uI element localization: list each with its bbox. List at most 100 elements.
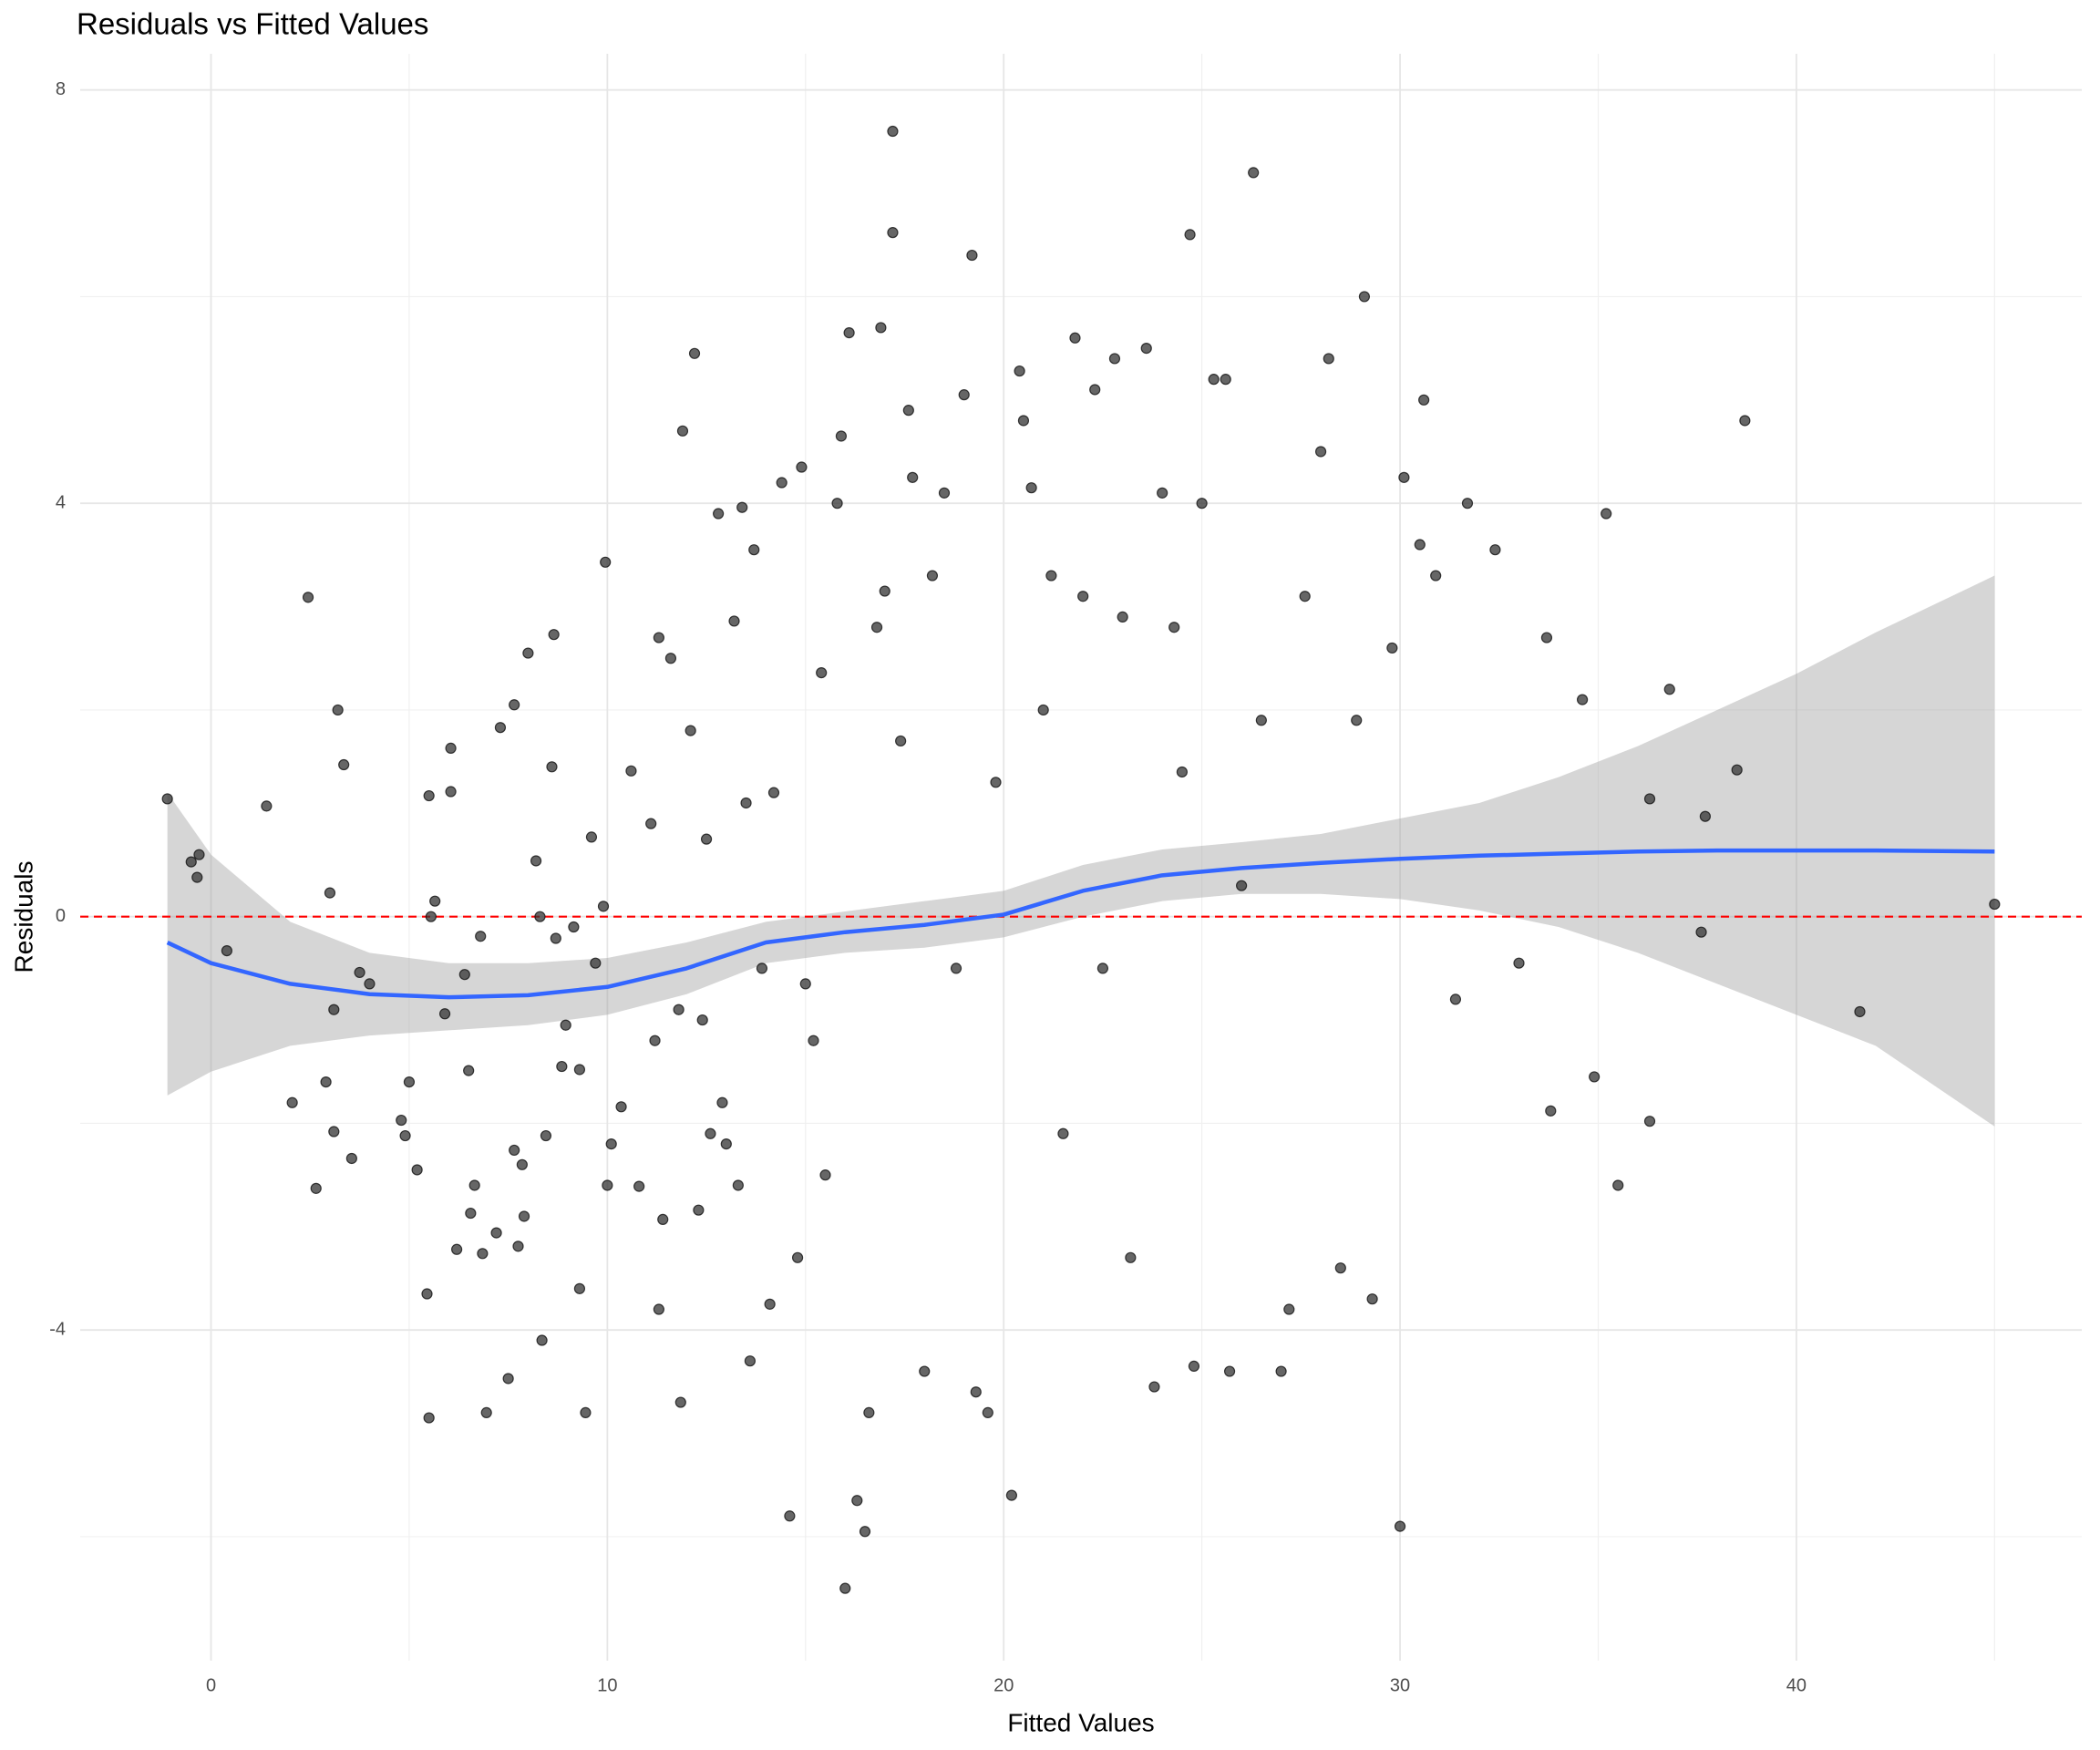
point xyxy=(328,1126,340,1138)
point xyxy=(445,786,457,798)
point xyxy=(982,1406,993,1418)
point xyxy=(1695,926,1707,938)
point xyxy=(512,1240,524,1252)
point xyxy=(796,461,808,473)
point xyxy=(1157,487,1168,499)
point xyxy=(728,615,740,627)
point xyxy=(831,498,843,510)
point xyxy=(1125,1251,1137,1263)
point xyxy=(465,1207,477,1220)
point xyxy=(568,921,580,933)
point xyxy=(859,1526,871,1538)
point xyxy=(748,544,760,556)
point xyxy=(870,622,883,633)
point xyxy=(919,1365,931,1377)
point xyxy=(480,1406,492,1418)
point xyxy=(1140,343,1152,355)
y-tick-label: 0 xyxy=(56,906,66,926)
point xyxy=(1576,694,1589,705)
point xyxy=(784,1510,796,1522)
point xyxy=(536,1334,548,1346)
point xyxy=(1989,898,2001,911)
point xyxy=(645,818,657,829)
point xyxy=(560,1019,571,1031)
point xyxy=(548,629,560,641)
point xyxy=(338,758,350,771)
point xyxy=(423,1412,435,1424)
point xyxy=(1334,1262,1346,1274)
point xyxy=(502,1373,514,1385)
point xyxy=(1089,384,1101,396)
point xyxy=(879,585,890,597)
point xyxy=(518,1210,530,1222)
point xyxy=(657,1213,669,1225)
point xyxy=(573,1282,586,1294)
point xyxy=(185,856,197,868)
point xyxy=(1220,374,1231,386)
point xyxy=(509,1144,520,1157)
point xyxy=(1394,1520,1406,1532)
point xyxy=(808,1035,819,1046)
point xyxy=(1351,715,1363,726)
point xyxy=(1449,993,1462,1005)
point xyxy=(1386,642,1398,654)
point xyxy=(320,1076,332,1088)
point xyxy=(907,471,919,483)
point xyxy=(676,425,689,437)
point xyxy=(673,1004,685,1015)
point xyxy=(546,761,558,773)
point xyxy=(1208,374,1220,386)
point xyxy=(1057,1127,1069,1139)
point xyxy=(411,1164,423,1176)
point xyxy=(261,800,273,812)
point xyxy=(1045,570,1057,582)
point xyxy=(600,556,612,568)
point xyxy=(720,1138,732,1150)
point xyxy=(540,1129,552,1142)
point xyxy=(534,911,546,922)
point xyxy=(851,1495,863,1507)
point xyxy=(1358,291,1371,303)
y-tick-label: 4 xyxy=(56,492,66,512)
point xyxy=(713,508,725,520)
point xyxy=(1025,482,1037,494)
point xyxy=(364,978,376,990)
point xyxy=(696,1014,708,1026)
point xyxy=(958,389,970,401)
smooth-line xyxy=(166,848,1995,1000)
point xyxy=(1184,229,1196,241)
point xyxy=(193,849,205,860)
point xyxy=(816,667,828,679)
point xyxy=(685,725,696,736)
point xyxy=(819,1169,831,1181)
point xyxy=(421,1288,433,1300)
point xyxy=(477,1248,489,1260)
point xyxy=(590,957,602,969)
point xyxy=(1176,766,1188,778)
point xyxy=(1283,1303,1295,1315)
point xyxy=(302,592,314,603)
point xyxy=(716,1096,728,1108)
y-tick-label: 8 xyxy=(56,79,66,99)
point xyxy=(451,1243,463,1255)
point xyxy=(799,978,811,990)
point xyxy=(615,1101,627,1113)
point xyxy=(1077,591,1089,602)
point xyxy=(736,501,748,513)
point xyxy=(693,1204,705,1216)
point xyxy=(664,653,677,664)
point xyxy=(286,1096,298,1108)
point xyxy=(1589,1071,1601,1083)
point xyxy=(1699,810,1711,822)
point xyxy=(863,1406,875,1418)
point xyxy=(310,1182,322,1194)
point xyxy=(494,722,507,734)
point xyxy=(1037,704,1049,716)
point xyxy=(423,789,435,802)
point xyxy=(649,1035,661,1046)
point xyxy=(1108,353,1121,365)
point xyxy=(332,704,344,716)
point xyxy=(1643,1116,1656,1127)
point xyxy=(887,227,899,239)
